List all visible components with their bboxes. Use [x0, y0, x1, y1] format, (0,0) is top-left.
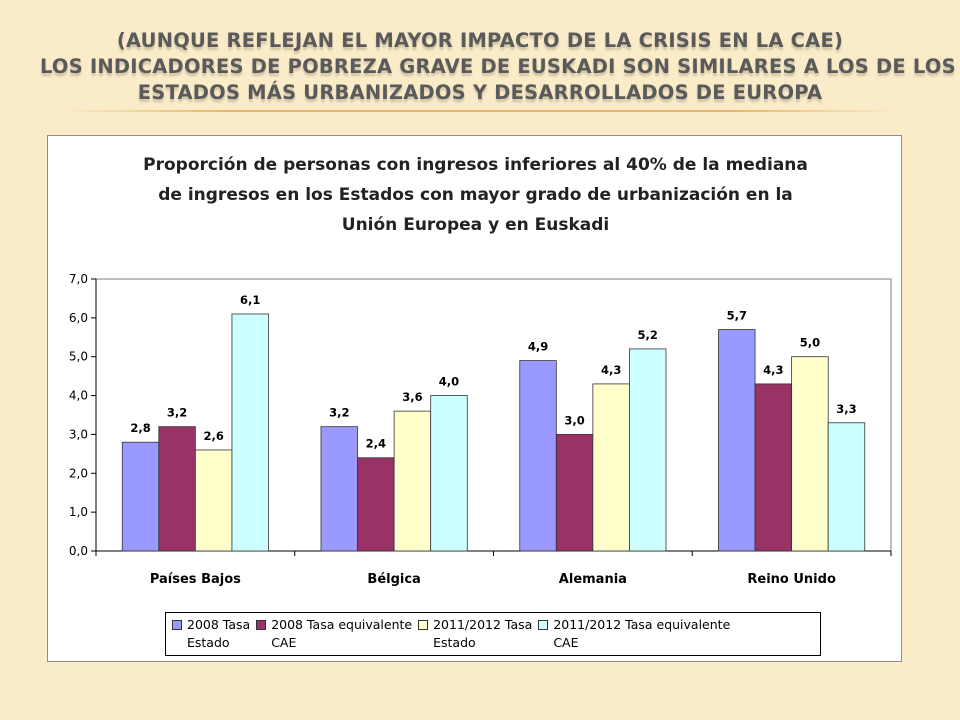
bar-data-label: 4,3 — [763, 363, 783, 377]
legend-label-series-3: 2011/2012 Tasa Estado — [433, 617, 533, 650]
bar — [519, 360, 557, 552]
bar — [754, 383, 793, 552]
bar-chart-plot: 0,0 1,0 2,0 3,0 4,0 5,0 6,0 7,0 2,8 3,2 2,6 6,1 País… — [69, 272, 892, 587]
y-tick-label: 4,0 — [69, 389, 88, 403]
x-category-label: Reino Unido — [747, 572, 836, 587]
legend-label-series-2: 2008 Tasa equivalente CAE — [271, 617, 413, 650]
y-tick-label: 7,0 — [69, 272, 88, 286]
bar — [718, 329, 756, 552]
title-divider — [60, 110, 900, 112]
slide-title-line-3: ESTADOS MÁS URBANIZADOS Y DESARROLLADOS … — [137, 81, 823, 104]
y-tick-label: 6,0 — [69, 311, 88, 325]
bar-data-label: 4,9 — [528, 340, 548, 354]
y-tick-label: 5,0 — [69, 350, 88, 364]
bar — [194, 449, 233, 552]
bar — [393, 410, 432, 552]
bar-data-label: 3,2 — [167, 406, 187, 420]
y-tick-label: 1,0 — [69, 505, 88, 519]
bar-data-label: 5,0 — [800, 336, 820, 350]
bar-data-label: 5,7 — [727, 309, 747, 323]
y-tick-label: 0,0 — [69, 544, 88, 558]
bar-data-label: 3,2 — [329, 406, 349, 420]
x-category-label: Países Bajos — [150, 572, 241, 587]
y-tick-label: 2,0 — [69, 466, 88, 480]
legend-swatch-series-3 — [418, 620, 429, 630]
chart-title-line-2: de ingresos en los Estados con mayor gra… — [158, 185, 793, 205]
legend-swatch-series-2 — [256, 620, 267, 630]
chart-title: Proporción de personas con ingresos infe… — [108, 150, 843, 240]
legend-swatch-series-4 — [538, 620, 549, 630]
legend-swatch-series-1 — [172, 620, 182, 630]
chart-legend: 2008 Tasa Estado 2008 Tasa equivalente CAE… — [165, 612, 821, 656]
legend-label-series-1: 2008 Tasa Estado — [187, 617, 251, 650]
bar — [320, 426, 358, 552]
bar — [827, 422, 866, 552]
bar-data-label: 3,6 — [402, 390, 422, 404]
bar-data-label: 2,6 — [203, 429, 223, 443]
chart-title-line-3: Unión Europea y en Euskadi — [341, 215, 610, 235]
bar — [158, 426, 196, 552]
bar — [555, 434, 594, 552]
legend-item-series-3: 2011/2012 Tasa Estado — [418, 616, 532, 655]
slide-title-line-1: (AUNQUE REFLEJAN EL MAYOR IMPACTO DE LA … — [116, 29, 844, 52]
chart-container: Proporción de personas con ingresos infe… — [47, 135, 902, 662]
bar-data-label: 3,0 — [564, 413, 584, 427]
bar — [430, 395, 468, 552]
bar-data-label: 3,3 — [836, 402, 856, 416]
chart-title-line-1: Proporción de personas con ingresos infe… — [143, 155, 808, 175]
bar — [231, 313, 269, 552]
slide-title-line-2: LOS INDICADORES DE POBREZA GRAVE DE EUSK… — [40, 55, 956, 78]
bar-data-label: 2,8 — [130, 421, 150, 435]
slide-title: (AUNQUE REFLEJAN EL MAYOR IMPACTO DE LA … — [40, 28, 956, 106]
legend-item-series-4: 2011/2012 Tasa equivalente CAE — [538, 616, 730, 655]
bar — [791, 356, 829, 552]
bar — [121, 441, 160, 552]
bar-data-label: 5,2 — [638, 328, 658, 342]
bar — [592, 383, 630, 552]
bar — [629, 348, 667, 552]
legend-item-series-2: 2008 Tasa equivalente CAE — [256, 616, 412, 655]
bar-data-label: 4,3 — [601, 363, 621, 377]
legend-item-series-1: 2008 Tasa Estado — [172, 616, 250, 655]
bar-data-label: 4,0 — [439, 375, 459, 389]
bar-data-label: 2,4 — [366, 437, 386, 451]
legend-label-series-4: 2011/2012 Tasa equivalente CAE — [553, 617, 731, 650]
y-tick-label: 3,0 — [69, 427, 88, 441]
x-category-label: Alemania — [559, 572, 627, 587]
x-category-label: Bélgica — [367, 572, 420, 587]
bar-data-label: 6,1 — [240, 293, 260, 307]
bar — [357, 457, 395, 552]
